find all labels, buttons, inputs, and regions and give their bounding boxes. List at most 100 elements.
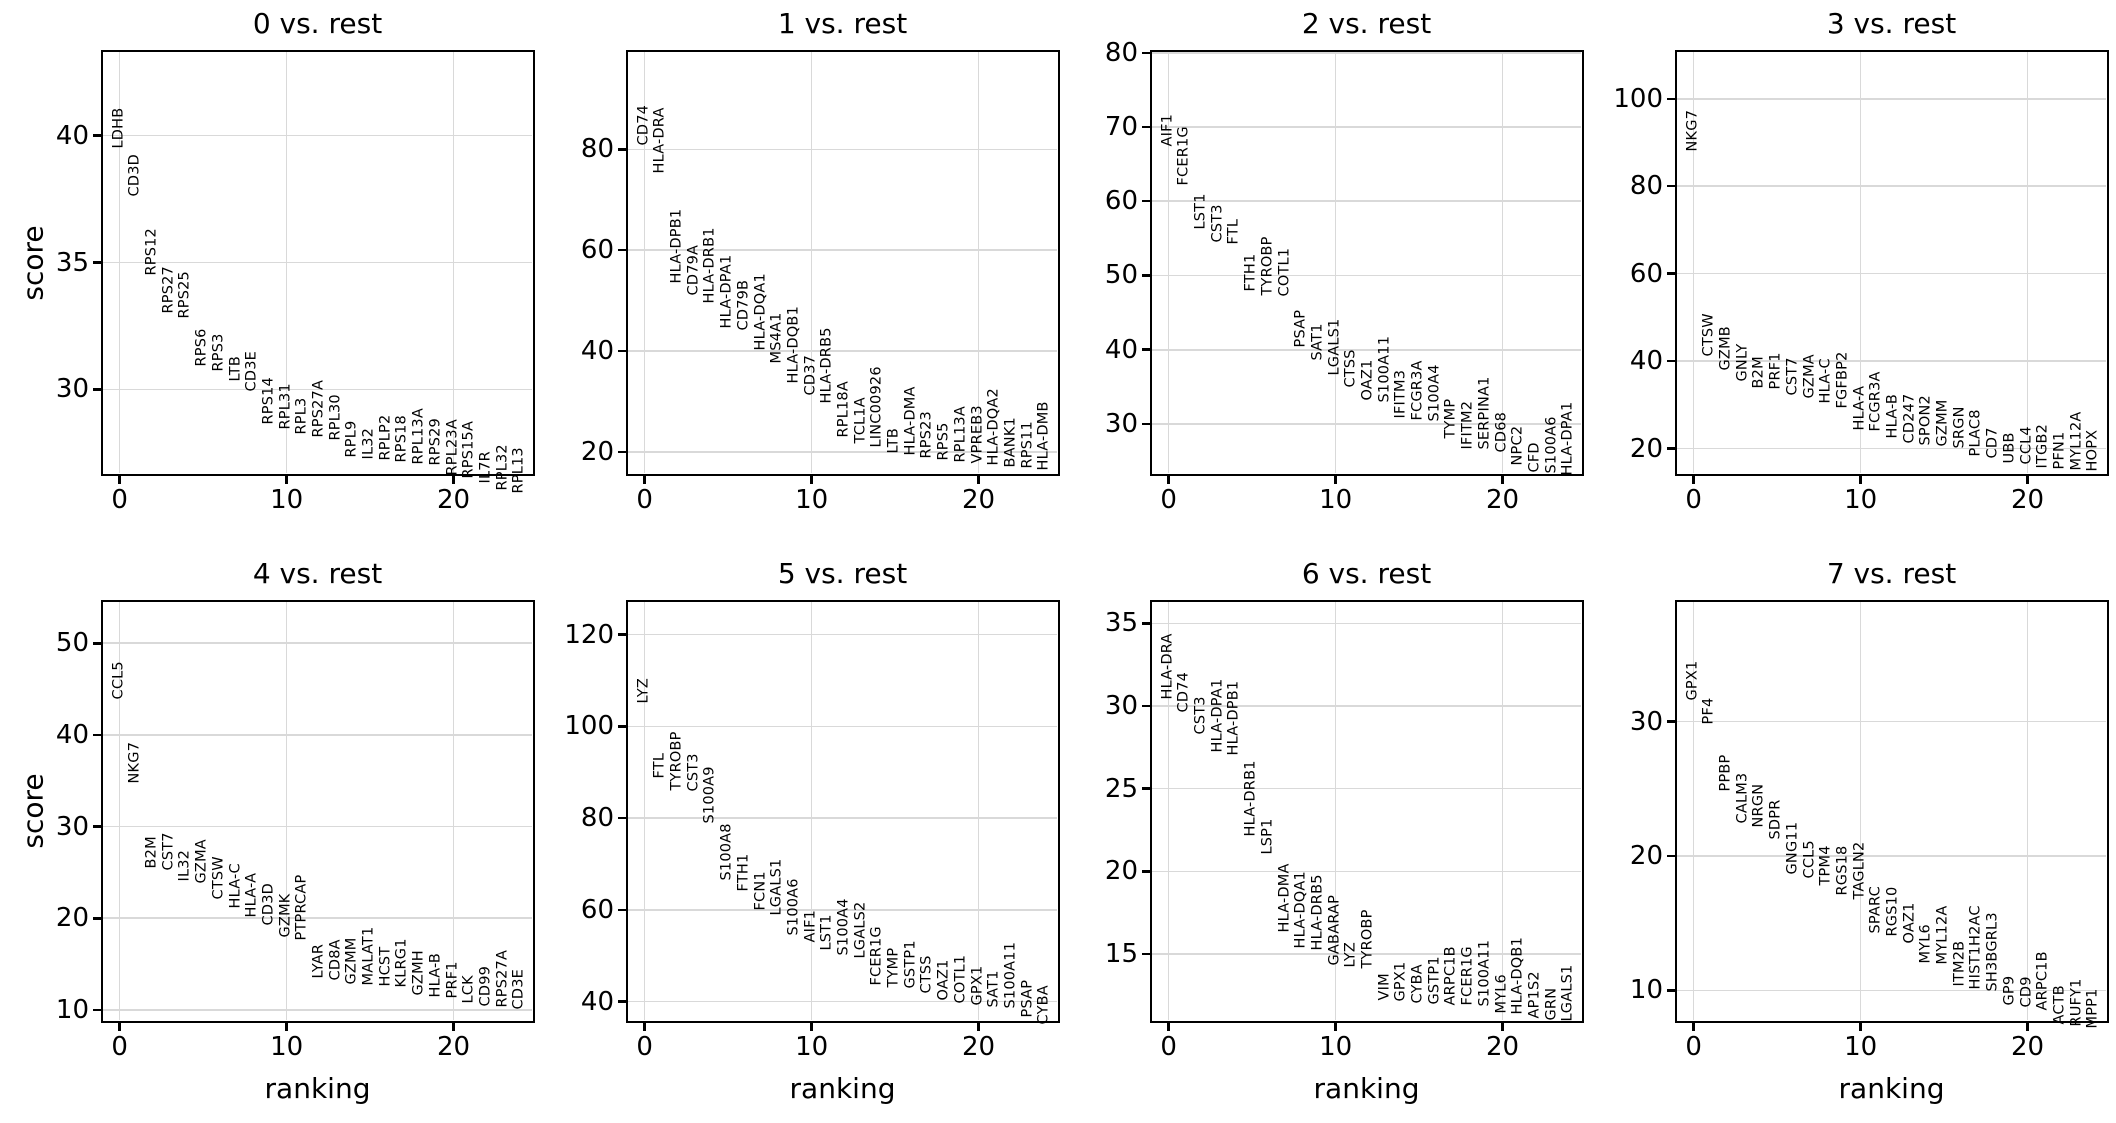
y-gridline <box>1677 97 2106 100</box>
x-tick-label: 10 <box>1319 1032 1353 1062</box>
gene-label: CYBA <box>1035 984 1052 1025</box>
x-tick-label: 0 <box>111 485 128 515</box>
gene-label: S100A11 <box>1002 942 1019 1009</box>
y-tick-label: 100 <box>564 711 614 742</box>
y-tick-mark <box>1141 787 1150 790</box>
gene-label: CD79B <box>735 279 752 331</box>
gene-label: FTH1 <box>735 854 752 892</box>
gene-label: S100A6 <box>785 878 802 936</box>
gene-label: GZMA <box>1801 353 1818 399</box>
y-tick-mark <box>1666 989 1675 992</box>
gene-label: RPS27A <box>310 379 327 438</box>
gene-label: IL32 <box>177 849 194 882</box>
x-axis-label: ranking <box>789 1072 896 1105</box>
gene-label: TYROBP <box>668 731 685 791</box>
gene-label: CD74 <box>1175 672 1192 713</box>
gene-label: RPS11 <box>1019 421 1036 469</box>
gene-label: ITM2B <box>1951 940 1968 987</box>
gene-label: B2M <box>1751 356 1768 389</box>
x-tick-mark <box>2026 1022 2029 1031</box>
gene-label: CD7 <box>1984 427 2001 459</box>
y-gridline <box>628 451 1057 453</box>
y-tick-mark <box>1141 274 1150 277</box>
gene-label: GNG11 <box>1784 822 1801 875</box>
gene-label: MALAT1 <box>360 926 377 986</box>
y-tick-label: 40 <box>55 719 89 750</box>
panel-title: 2 vs. rest <box>1301 7 1432 40</box>
y-tick-label: 40 <box>1104 334 1138 365</box>
y-tick-label: 30 <box>55 811 89 842</box>
gene-label: GZMH <box>410 949 427 996</box>
y-tick-label: 20 <box>1104 856 1138 887</box>
gene-label: RPL18A <box>835 380 852 438</box>
gene-label: RPL23A <box>444 419 461 476</box>
y-axis-label: score <box>16 224 50 301</box>
gene-label: AP1S2 <box>1526 971 1543 1019</box>
gene-label: VPREB3 <box>969 405 986 464</box>
gene-label: RGS10 <box>1884 886 1901 937</box>
x-tick-mark <box>977 1022 980 1031</box>
x-gridline <box>1334 52 1337 473</box>
x-tick-label: 20 <box>961 485 996 515</box>
x-tick-mark <box>1167 475 1170 484</box>
x-tick-mark <box>118 475 121 484</box>
gene-label: HLA-DQA2 <box>985 387 1002 466</box>
gene-label: HLA-DRB1 <box>1242 760 1259 837</box>
gene-label: PLAC8 <box>1968 409 1985 457</box>
x-tick-mark <box>1501 475 1504 484</box>
gene-label: HLA-DRA <box>651 107 668 174</box>
y-tick-label: 30 <box>1104 408 1138 439</box>
x-gridline <box>1167 52 1170 473</box>
gene-label: RPL13A <box>410 407 427 465</box>
gene-label: SAT1 <box>985 969 1002 1008</box>
gene-label: LSP1 <box>1259 818 1276 855</box>
gene-label: FCGR3A <box>1409 360 1426 421</box>
gene-label: HLA-B <box>427 952 444 998</box>
x-tick-label: 20 <box>2010 485 2045 515</box>
panel-6-vs-rest: HLA-DRA CD74 CST3 HLA-DPA1 HLA-DPB1 HLA-DRB1 L… <box>1105 557 1584 1105</box>
gene-label: HLA-C <box>1817 358 1834 404</box>
y-gridline <box>628 1000 1057 1003</box>
x-tick-mark <box>2026 475 2029 484</box>
y-tick-label: 35 <box>1104 608 1138 639</box>
y-tick-mark <box>1666 720 1675 723</box>
y-tick-mark <box>617 248 626 252</box>
y-tick-mark <box>1141 422 1150 426</box>
x-tick-label: 20 <box>436 1032 471 1062</box>
gene-label: HLA-DPB1 <box>668 208 685 284</box>
gene-label: TYMP <box>885 947 902 988</box>
gene-label: RPS29 <box>427 417 444 466</box>
x-tick-label: 0 <box>111 1032 128 1062</box>
gene-label: RPS3 <box>210 333 227 372</box>
gene-label: NKG7 <box>126 741 143 784</box>
gene-label: TYMP <box>1443 399 1460 439</box>
gene-label: TAGLN2 <box>1851 841 1868 900</box>
x-tick-mark <box>1692 1022 1695 1031</box>
gene-label: CD37 <box>802 354 819 396</box>
gene-label: GPX1 <box>1684 660 1701 701</box>
gene-label: IL7R <box>477 450 494 484</box>
panel-title: 7 vs. rest <box>1826 557 1957 590</box>
gene-label: ITGB2 <box>2034 424 2051 469</box>
x-gridline <box>452 52 455 473</box>
panel-0-vs-rest: LDHB CD3D RPS12 RPS27 RPS25 RPS6 RPS3 LTB CD3E RP… <box>17 7 535 515</box>
y-tick-label: 80 <box>1104 37 1138 68</box>
y-gridline <box>103 261 532 264</box>
gene-label: B2M <box>143 836 160 869</box>
gene-label: SRGN <box>1951 406 1968 449</box>
gene-label: HLA-DPA1 <box>1209 678 1226 753</box>
x-tick-mark <box>285 475 288 484</box>
y-tick-label: 40 <box>1629 346 1663 377</box>
gene-label: MPP1 <box>2084 988 2101 1029</box>
x-gridline <box>810 52 813 473</box>
y-tick-label: 40 <box>580 986 614 1017</box>
y-gridline <box>1152 787 1581 790</box>
y-tick-mark <box>92 134 101 137</box>
x-tick-label: 20 <box>2010 1032 2045 1062</box>
gene-label: RPS5 <box>935 422 952 461</box>
y-gridline <box>103 134 532 137</box>
panel-title: 4 vs. rest <box>252 557 383 590</box>
panel-title: 5 vs. rest <box>777 557 908 590</box>
gene-label: LDHB <box>110 107 127 149</box>
